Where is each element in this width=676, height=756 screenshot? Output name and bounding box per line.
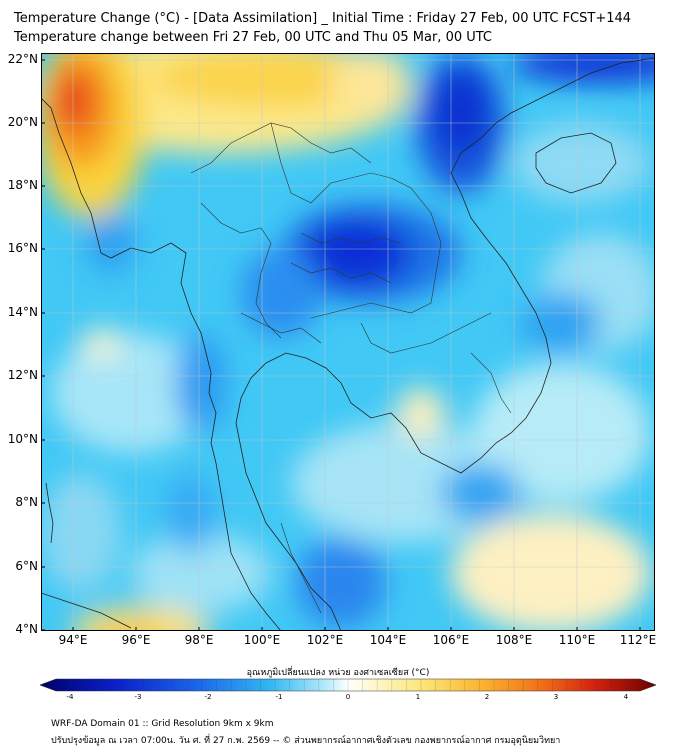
map-subtitle: Temperature change between Fri 27 Feb, 0…	[14, 30, 493, 45]
colorbar-tick-m4: -4	[66, 693, 74, 701]
colorbar-gradient	[40, 678, 656, 692]
colorbar-tick-m2: -2	[204, 693, 212, 701]
lon-label-100e: 100°E	[243, 633, 281, 647]
temperature-change-map	[41, 53, 655, 631]
colorbar-ticks	[70, 679, 626, 691]
map-frame	[41, 53, 655, 631]
lon-label-108e: 108°E	[495, 633, 533, 647]
axis-ticks	[41, 59, 641, 631]
lat-label-4n: 4°N	[15, 622, 38, 636]
lat-label-16n: 16°N	[7, 241, 38, 255]
lat-label-18n: 18°N	[7, 178, 38, 192]
graticule	[41, 53, 655, 631]
colorbar-tick-2: 2	[484, 693, 490, 701]
footer-credits: ปรับปรุงข้อมูล ณ เวลา 07:00น. วัน ศ. ที่…	[51, 736, 561, 746]
map-title: Temperature Change (°C) - [Data Assimila…	[14, 11, 632, 26]
lon-label-102e: 102°E	[306, 633, 344, 647]
lon-label-112e: 112°E	[619, 633, 657, 647]
lon-label-98e: 98°E	[184, 633, 214, 647]
colorbar	[40, 678, 656, 692]
lat-label-6n: 6°N	[15, 559, 38, 573]
coastlines	[41, 57, 655, 631]
colorbar-tick-4: 4	[623, 693, 629, 701]
borders	[190, 122, 512, 614]
lat-label-20n: 20°N	[7, 115, 38, 129]
colorbar-tick-0: 0	[345, 693, 351, 701]
lat-label-22n: 22°N	[7, 52, 38, 66]
colorbar-tick-m3: -3	[134, 693, 142, 701]
lat-label-14n: 14°N	[7, 305, 38, 319]
lon-label-110e: 110°E	[558, 633, 596, 647]
lat-label-8n: 8°N	[15, 495, 38, 509]
lon-label-94e: 94°E	[58, 633, 88, 647]
lon-label-106e: 106°E	[432, 633, 470, 647]
lat-label-10n: 10°N	[7, 432, 38, 446]
colorbar-title: อุณหภูมิเปลี่ยนแปลง หน่วย องศาเซลเซียส (…	[246, 668, 430, 678]
colorbar-tick-1: 1	[415, 693, 421, 701]
lon-label-104e: 104°E	[369, 633, 407, 647]
colorbar-tick-m1: -1	[275, 693, 283, 701]
colorbar-tick-3: 3	[553, 693, 559, 701]
footer-domain-info: WRF-DA Domain 01 :: Grid Resolution 9km …	[51, 719, 274, 729]
lon-label-96e: 96°E	[121, 633, 151, 647]
lat-label-12n: 12°N	[7, 368, 38, 382]
